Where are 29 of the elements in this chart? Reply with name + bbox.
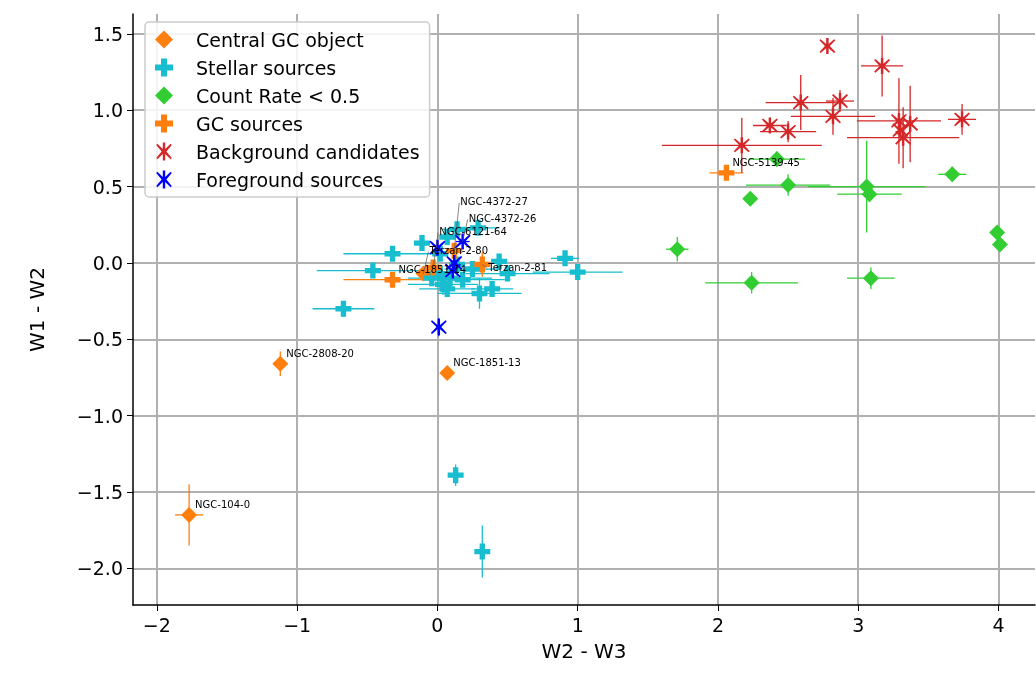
x-tick-label: 2 xyxy=(711,613,725,636)
legend-label: Count Rate < 0.5 xyxy=(196,84,361,107)
y-tick-label: −2.0 xyxy=(76,557,123,580)
x-tick-label: 0 xyxy=(431,613,444,636)
annotation: NGC-2808-20 xyxy=(286,348,354,360)
x-tick-label: 3 xyxy=(852,613,865,636)
x-tick-label: 4 xyxy=(992,613,1005,636)
annotation: NGC-1851-13 xyxy=(453,357,521,369)
annotation: NGC-4372-26 xyxy=(468,213,537,225)
legend-label: GC sources xyxy=(196,112,304,135)
legend-label: Foreground sources xyxy=(196,168,384,191)
y-tick-label: −1.5 xyxy=(76,480,123,503)
x-tick-label: 1 xyxy=(571,613,584,636)
y-tick-label: −1.0 xyxy=(76,404,123,427)
y-tick-label: 0.5 xyxy=(92,175,123,198)
legend-label: Stellar sources xyxy=(196,56,337,79)
x-tick-label: −1 xyxy=(283,613,312,636)
y-tick-label: 1.0 xyxy=(92,99,123,122)
annotation: NGC-4372-27 xyxy=(460,196,528,208)
annotation: NGC-1851-14 xyxy=(398,264,467,276)
x-tick-label: −2 xyxy=(142,613,171,636)
legend-label: Background candidates xyxy=(196,140,420,163)
y-axis-title: W1 - W2 xyxy=(25,267,49,352)
y-tick-label: 1.5 xyxy=(92,22,123,45)
legend-label: Central GC object xyxy=(196,28,364,51)
annotation: NGC-104-0 xyxy=(195,499,250,511)
y-tick-label: 0.0 xyxy=(92,251,123,274)
y-tick-label: −0.5 xyxy=(76,328,123,351)
x-axis-title: W2 - W3 xyxy=(541,639,627,663)
